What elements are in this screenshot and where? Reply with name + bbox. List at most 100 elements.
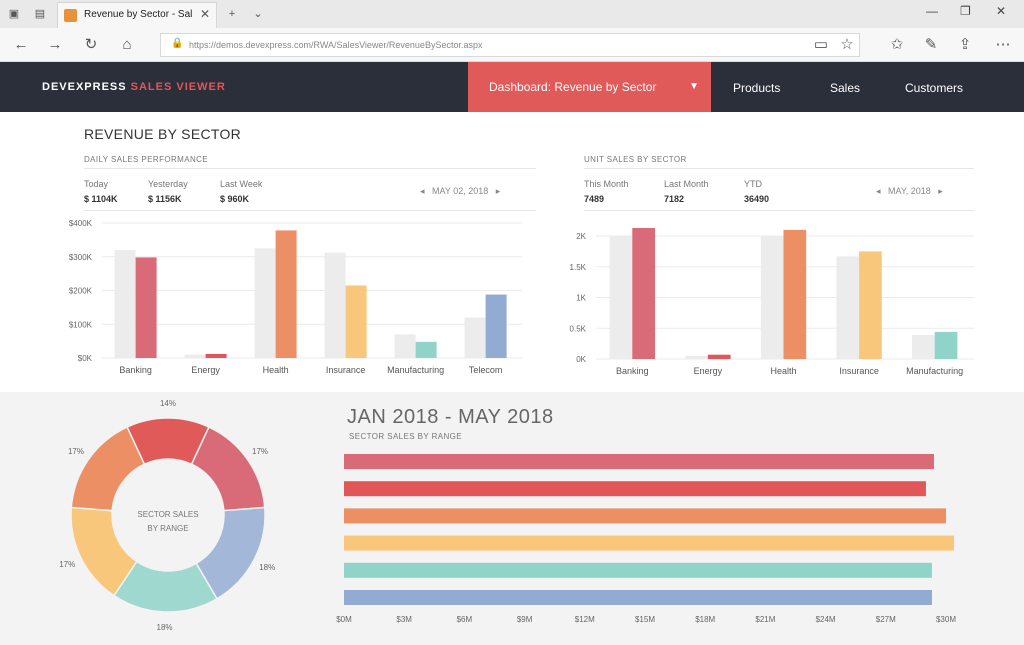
range-x-tick-label: $21M <box>755 615 775 624</box>
kpi-thismonth-value: 7489 <box>584 194 605 204</box>
range-bar <box>344 508 946 524</box>
donut-center-line2: BY RANGE <box>147 524 189 533</box>
units-category-label: Energy <box>694 366 723 376</box>
app-logo[interactable]: DEVEXPRESS SALES VIEWER <box>42 81 226 93</box>
donut-slice-label: 17% <box>59 560 75 569</box>
kpi-lastmonth-label: Last Month <box>664 179 709 189</box>
units-bar-current <box>632 228 655 359</box>
divider <box>84 210 536 211</box>
range-x-tick-label: $18M <box>695 615 715 624</box>
devexpress-favicon-icon <box>64 9 77 22</box>
next-date-icon[interactable]: ▸ <box>495 186 501 196</box>
kpi-yesterday-label: Yesterday <box>148 179 188 189</box>
forward-icon[interactable]: → <box>47 36 63 53</box>
favorite-star-icon[interactable]: ☆ <box>840 36 854 53</box>
units-bar-previous <box>685 355 708 359</box>
daily-category-label: Banking <box>119 365 152 375</box>
unit-sales-bar-chart: 0K 0.5K 1K 1.5K 2K Banking Energy Health Insuran… <box>570 228 974 376</box>
divider <box>584 168 974 169</box>
daily-y-tick-label: $300K <box>69 253 93 262</box>
units-y-tick-label: 2K <box>576 232 586 241</box>
kpi-thismonth-label: This Month <box>584 179 629 189</box>
new-tab-icon[interactable]: + <box>228 8 236 20</box>
daily-panel-title: DAILY SALES PERFORMANCE <box>84 155 209 164</box>
range-x-tick-label: $0M <box>336 615 352 624</box>
kpi-ytd-label: YTD <box>744 179 762 189</box>
home-icon[interactable]: ⌂ <box>122 36 132 53</box>
units-bar-previous <box>760 236 784 359</box>
logo-sales-viewer: SALES VIEWER <box>130 81 226 93</box>
units-category-label: Banking <box>616 366 649 376</box>
favorites-hub-icon[interactable]: ✩ <box>890 36 904 53</box>
daily-date-value: MAY 02, 2018 <box>432 186 489 196</box>
range-subtitle: SECTOR SALES BY RANGE <box>349 432 463 441</box>
url-field[interactable]: 🔒 https://demos.devexpress.com/RWA/Sales… <box>160 33 860 57</box>
reading-view-icon[interactable]: ▭ <box>813 36 829 53</box>
close-tab-icon[interactable]: ✕ <box>199 7 210 21</box>
more-icon[interactable]: ⋯ <box>995 36 1011 53</box>
units-bar-current <box>934 331 958 359</box>
kpi-lastweek-label: Last Week <box>220 179 263 189</box>
units-date-selector[interactable]: ◂ MAY, 2018 ▸ <box>876 186 943 197</box>
units-bar-previous <box>836 256 860 359</box>
nav-products[interactable]: Products <box>733 81 781 95</box>
nav-dashboard-dropdown[interactable]: Dashboard: Revenue by Sector ▼ <box>468 62 711 112</box>
tab-list-chevron-icon[interactable]: ⌄ <box>253 8 263 20</box>
daily-bar-current <box>415 341 437 358</box>
daily-category-label: Manufacturing <box>387 365 444 375</box>
donut-slice-label: 14% <box>160 399 176 408</box>
close-window-icon[interactable]: ✕ <box>996 4 1007 18</box>
daily-bar-current <box>485 294 507 358</box>
kpi-lastweek-value: $ 960K <box>220 194 250 204</box>
units-date-value: MAY, 2018 <box>888 186 931 196</box>
kpi-today-label: Today <box>84 179 109 189</box>
back-icon[interactable]: ← <box>13 36 29 53</box>
daily-sales-bar-chart: $0K $100K $200K $300K $400K Banking Energy Heal… <box>69 219 522 375</box>
page-title: REVENUE BY SECTOR <box>84 126 242 142</box>
units-bar-previous <box>912 335 935 359</box>
divider <box>84 168 536 169</box>
units-y-tick-label: 1.5K <box>570 263 587 272</box>
range-x-tick-label: $6M <box>457 615 473 624</box>
prev-date-icon[interactable]: ◂ <box>420 186 425 196</box>
web-note-icon[interactable]: ✎ <box>924 36 938 53</box>
kpi-yesterday-value: $ 1156K <box>148 194 182 204</box>
minimize-icon[interactable]: — <box>926 4 938 18</box>
share-icon[interactable]: ⇪ <box>958 36 972 53</box>
donut-slice-label: 18% <box>259 563 275 572</box>
daily-bar-previous <box>184 354 206 358</box>
lock-icon: 🔒 <box>171 38 184 49</box>
sector-sales-donut-chart: 14% 17% 18% 18% 17% 17% <box>59 399 275 632</box>
range-x-tick-label: $27M <box>876 615 896 624</box>
daily-y-tick-label: $400K <box>69 219 93 228</box>
tab-actions-icon[interactable]: ▣ <box>8 8 20 20</box>
refresh-icon[interactable]: ↻ <box>84 36 98 53</box>
maximize-icon[interactable]: ❐ <box>960 4 971 18</box>
donut-center-line1: SECTOR SALES <box>137 510 199 519</box>
daily-category-label: Energy <box>191 365 220 375</box>
donut-slice-label: 17% <box>68 447 84 456</box>
units-category-label: Health <box>770 366 796 376</box>
kpi-ytd-value: 36490 <box>744 194 770 204</box>
daily-bar-previous <box>394 334 416 358</box>
units-bar-current <box>783 229 807 359</box>
prev-month-icon[interactable]: ◂ <box>876 186 881 196</box>
logo-devexpress: DEVEXPRESS <box>42 81 127 93</box>
tab-title: Revenue by Sector - Sal <box>84 9 193 20</box>
browser-tab[interactable]: Revenue by Sector - Sal ✕ <box>57 2 217 28</box>
range-title: JAN 2018 - MAY 2018 <box>347 406 554 428</box>
range-x-tick-label: $15M <box>635 615 655 624</box>
daily-category-label: Health <box>263 365 289 375</box>
kpi-lastmonth-value: 7182 <box>664 194 685 204</box>
nav-sales[interactable]: Sales <box>830 81 861 95</box>
next-month-icon[interactable]: ▸ <box>938 186 943 196</box>
units-y-tick-label: 1K <box>576 294 586 303</box>
daily-bar-current <box>135 257 157 358</box>
daily-bar-current <box>205 353 227 358</box>
daily-date-selector[interactable]: ◂ MAY 02, 2018 ▸ <box>420 186 500 197</box>
range-bar <box>344 481 926 497</box>
tab-preview-icon[interactable]: ▤ <box>34 8 46 20</box>
daily-bar-previous <box>464 317 486 358</box>
nav-customers[interactable]: Customers <box>905 81 964 95</box>
donut-slice <box>70 426 146 512</box>
